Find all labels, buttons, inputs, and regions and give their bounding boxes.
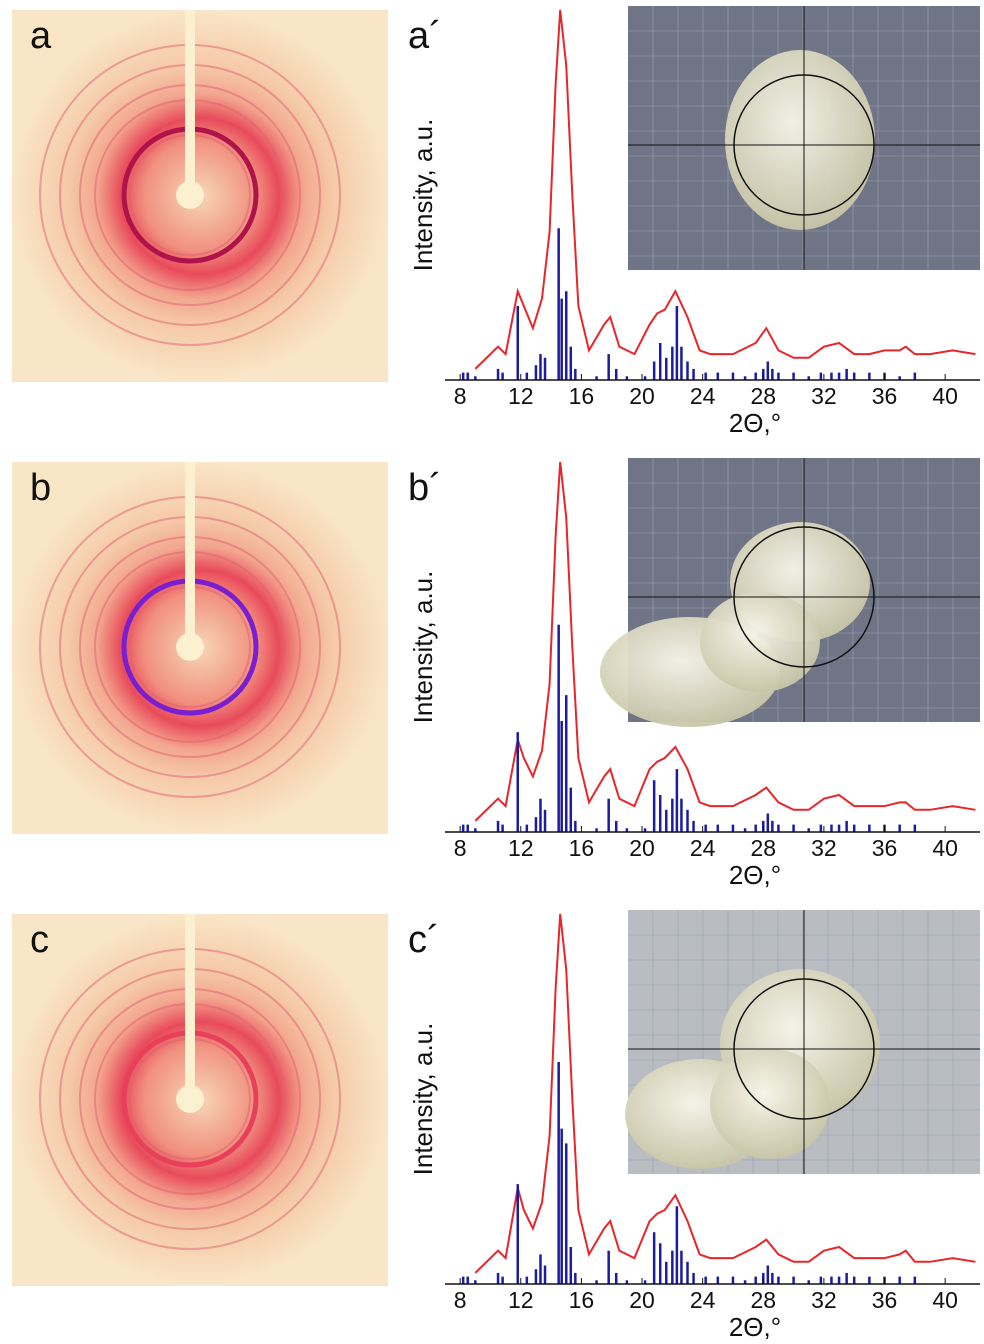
x-tick-label: 28 — [750, 1287, 776, 1313]
x-tick-label: 16 — [569, 383, 595, 409]
panel: c c´ 8 12 16 20 24 28 32 36 40 2Θ,° Intensity, a.u. — [12, 910, 980, 1342]
y-axis-label: Intensity, a.u. — [408, 119, 438, 272]
curve — [474, 461, 976, 822]
x-axis-label: 2Θ,° — [729, 408, 781, 438]
aperture — [733, 978, 875, 1120]
x-tick-label: 24 — [690, 1287, 716, 1313]
x-tick-label: 16 — [569, 1287, 595, 1313]
x-tick-label: 40 — [932, 835, 958, 861]
crystal — [700, 592, 820, 692]
aperture — [733, 526, 875, 668]
x-tick-label: 28 — [750, 383, 776, 409]
x-tick-label: 32 — [811, 383, 837, 409]
x-tick-label: 24 — [690, 835, 716, 861]
x-tick-label: 20 — [629, 1287, 655, 1313]
beam-stop — [185, 462, 195, 647]
x-tick-label: 20 — [629, 835, 655, 861]
x-tick-label: 8 — [454, 1287, 467, 1313]
chart-title: c´ — [408, 919, 440, 961]
beam-stop — [185, 10, 195, 195]
panel-label: b — [30, 467, 51, 509]
y-axis-label: Intensity, a.u. — [408, 1023, 438, 1176]
x-tick-label: 36 — [872, 835, 898, 861]
panel: b b´ 8 12 16 20 24 28 32 36 40 2Θ,° Intensity, a.u. — [12, 458, 980, 890]
x-tick-label: 36 — [872, 1287, 898, 1313]
y-axis-label: Intensity, a.u. — [408, 571, 438, 724]
x-tick-label: 40 — [932, 1287, 958, 1313]
x-tick-label: 8 — [454, 835, 467, 861]
curve — [474, 9, 976, 370]
x-tick-label: 12 — [508, 835, 534, 861]
x-tick-label: 12 — [508, 1287, 534, 1313]
x-tick-label: 40 — [932, 383, 958, 409]
x-tick-label: 20 — [629, 383, 655, 409]
x-axis-label: 2Θ,° — [729, 860, 781, 890]
x-tick-label: 16 — [569, 835, 595, 861]
panel-label: a — [30, 15, 52, 57]
x-axis-label: 2Θ,° — [729, 1312, 781, 1339]
beam-stop — [176, 633, 204, 661]
beam-stop — [185, 914, 195, 1099]
x-tick-label: 28 — [750, 835, 776, 861]
x-tick-label: 32 — [811, 1287, 837, 1313]
x-tick-label: 32 — [811, 835, 837, 861]
x-tick-label: 12 — [508, 383, 534, 409]
x-tick-label: 36 — [872, 383, 898, 409]
crystal — [725, 50, 875, 230]
panel-label: c — [30, 919, 49, 961]
x-tick-label: 24 — [690, 383, 716, 409]
aperture — [733, 74, 875, 216]
chart-title: b´ — [408, 467, 442, 509]
chart-title: a´ — [408, 15, 442, 57]
panel: a a´ 8 12 16 20 24 28 32 36 40 2Θ,° Intensity, a.u. — [12, 6, 980, 438]
beam-stop — [176, 181, 204, 209]
crystal — [710, 1049, 830, 1159]
beam-stop — [176, 1085, 204, 1113]
x-tick-label: 8 — [454, 383, 467, 409]
curve — [474, 913, 976, 1274]
